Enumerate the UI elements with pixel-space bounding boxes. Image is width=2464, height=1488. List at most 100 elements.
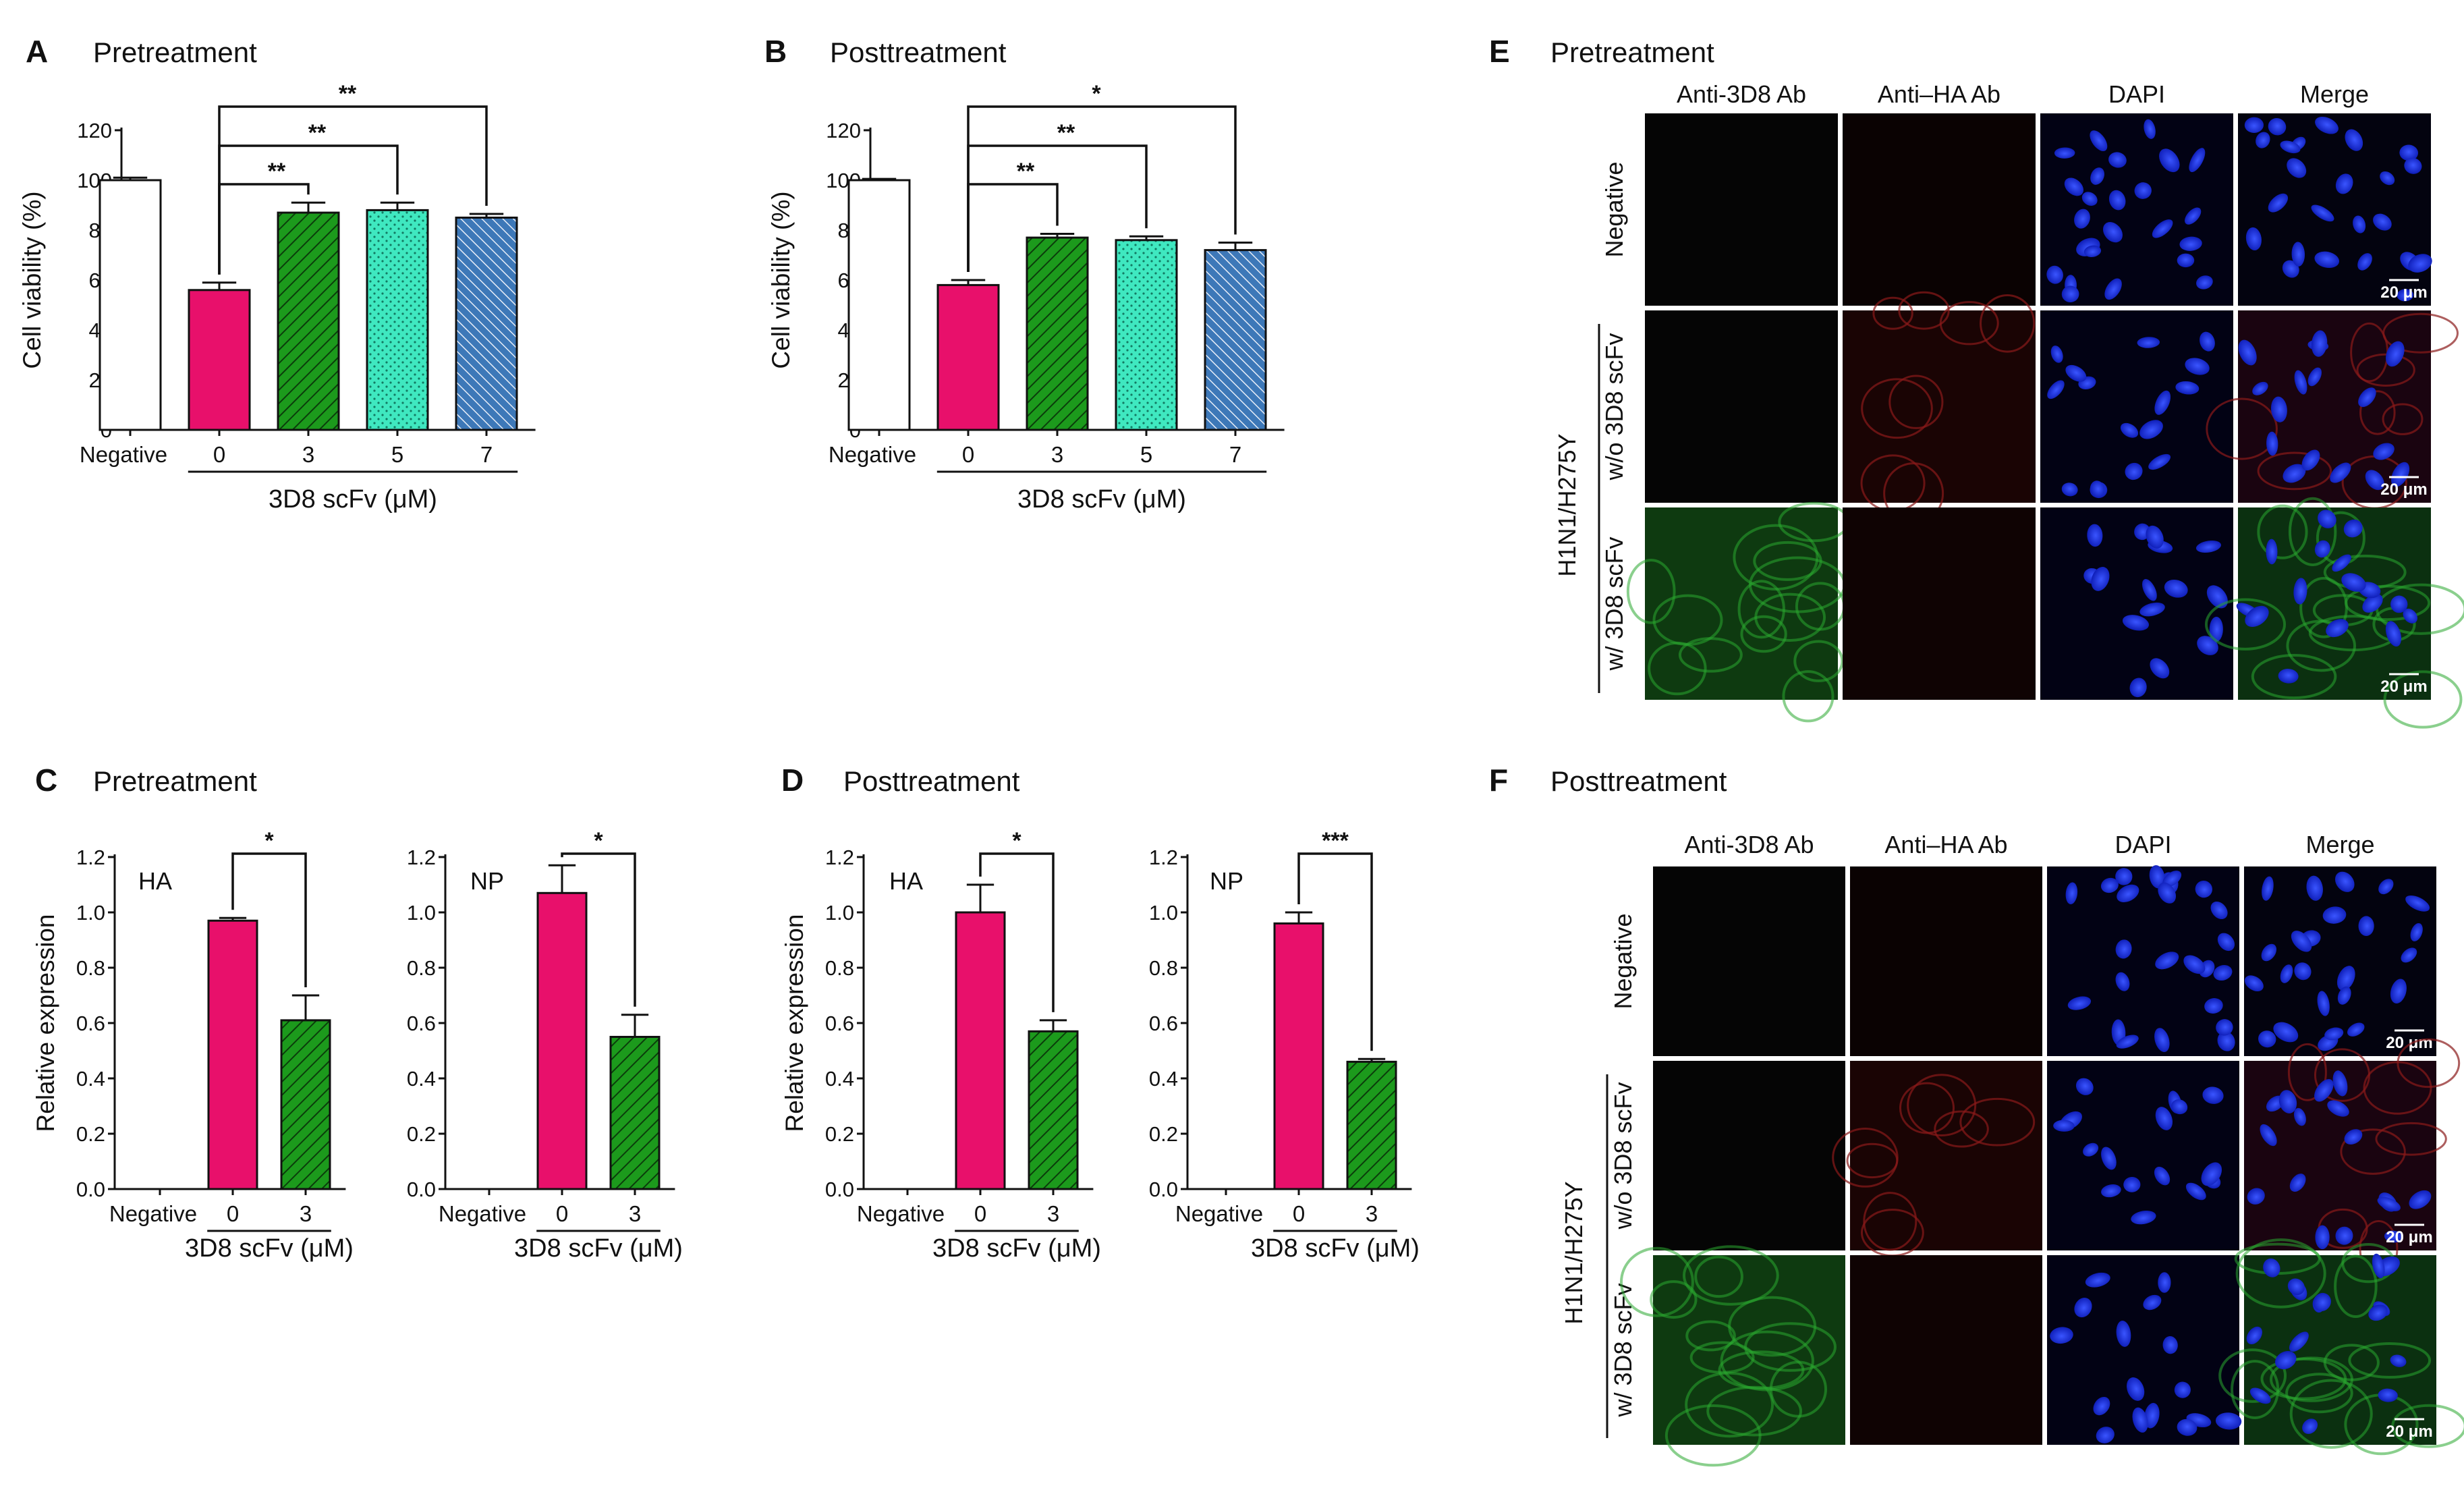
nucleus [2087, 524, 2103, 547]
panel-title: Posttreatment [1550, 765, 1727, 797]
nucleus [2282, 260, 2299, 278]
nucleus [2162, 1336, 2178, 1354]
significance-label: * [1092, 81, 1101, 107]
panel-C-heading: C Pretreatment [35, 763, 257, 798]
y-tick-label: 0.6 [1149, 1012, 1178, 1035]
nucleus [2204, 998, 2223, 1014]
column-label: Anti–HA Ab [1878, 80, 2000, 108]
nucleus [2175, 381, 2200, 395]
nucleus [2275, 1351, 2297, 1370]
nucleus [2283, 464, 2306, 483]
x-axis-label: 3D8 scFv (μM) [185, 1234, 354, 1263]
inset-label: NP [1210, 867, 1243, 895]
nucleus [2306, 875, 2323, 901]
y-tick-label: 120 [77, 119, 112, 142]
nucleus [2137, 337, 2160, 348]
nucleus [2268, 193, 2289, 213]
y-tick-label: 0.2 [76, 1122, 105, 1146]
scale-bar-label: 20 μm [2380, 480, 2427, 499]
y-axis-label: Relative expression [32, 914, 59, 1132]
green-signal [1619, 1246, 1694, 1317]
nucleus [2341, 573, 2366, 592]
nucleus [2311, 330, 2328, 357]
nucleus [2244, 975, 2264, 992]
category-label: 0 [974, 1201, 986, 1226]
micrograph-tile [1645, 113, 1838, 306]
nucleus [2326, 619, 2349, 638]
nucleus [2266, 539, 2278, 565]
significance-label: * [1012, 828, 1021, 854]
nucleus [2260, 1124, 2277, 1147]
nucleus [2266, 431, 2278, 456]
nucleus [2397, 289, 2414, 302]
y-tick-label: 1.2 [76, 846, 105, 869]
column-label: Anti-3D8 Ab [1684, 831, 1814, 858]
y-axis-label: Cell viability (%) [18, 191, 46, 368]
green-signal [1664, 1404, 1762, 1467]
micrograph-tile [2244, 1255, 2436, 1445]
micrograph-tile [2040, 507, 2233, 700]
nucleus [2123, 1176, 2141, 1192]
red-signal [1872, 296, 1913, 330]
category-label: 7 [1229, 442, 1241, 467]
nucleus [2197, 636, 2218, 655]
green-signal [1728, 1296, 1817, 1357]
nucleus [2047, 380, 2065, 399]
green-signal [1682, 1245, 1779, 1306]
nucleus [2293, 578, 2307, 605]
column-label: DAPI [2115, 831, 2171, 858]
bar-A-7 [455, 217, 518, 431]
bar-A-3 [277, 211, 340, 431]
nucleus [2195, 541, 2221, 553]
nucleus [2154, 1028, 2170, 1052]
bar-D-NP-0 [1273, 922, 1324, 1190]
nucleus [2390, 595, 2408, 613]
panel-letter: F [1489, 763, 1508, 798]
nucleus [2270, 396, 2287, 422]
category-label: 3 [629, 1201, 641, 1226]
nucleus [2050, 1327, 2073, 1344]
nucleus [2053, 1120, 2075, 1132]
nucleus [2238, 339, 2257, 366]
nucleus [2399, 144, 2419, 161]
red-signal [1959, 1097, 2036, 1147]
nucleus [2278, 669, 2299, 684]
nucleus [2378, 879, 2394, 895]
column-label: Anti–HA Ab [1884, 831, 2007, 858]
nucleus [2362, 594, 2383, 613]
group-label: H1N1/H275Y [1553, 433, 1581, 576]
micrograph-tile [2040, 113, 2233, 306]
chart-relative-expression-post-ha: 0.0 0.2 0.4 0.6 0.8 1.0 1.2 Relative expression… [781, 828, 1101, 1263]
micrograph-tile [1843, 507, 2036, 700]
panel-letter: A [26, 34, 48, 69]
nucleus [2050, 346, 2063, 363]
y-tick-label: 120 [826, 119, 861, 142]
nucleus [2291, 931, 2312, 952]
y-tick-label: 0.4 [76, 1067, 105, 1091]
panel-title: Posttreatment [843, 765, 1020, 797]
nucleus [2120, 422, 2139, 438]
nucleus [2384, 1230, 2403, 1243]
nucleus [2091, 567, 2110, 591]
nucleus [2217, 933, 2235, 952]
column-label: DAPI [2108, 80, 2165, 108]
panel-letter: C [35, 763, 57, 798]
red-signal [1899, 1082, 1955, 1134]
nucleus [2410, 922, 2423, 941]
nucleus [2195, 880, 2213, 898]
nucleus [2129, 678, 2147, 698]
nucleus [2171, 1099, 2188, 1115]
nucleus [2294, 962, 2312, 981]
nucleus [2335, 173, 2353, 194]
nucleus [2213, 964, 2233, 981]
nucleus [2177, 1418, 2197, 1436]
nucleus [2409, 1190, 2432, 1209]
red-signal [2340, 1128, 2406, 1175]
nucleus [2332, 554, 2351, 572]
y-tick-label: 1.2 [825, 846, 854, 869]
nucleus [2357, 253, 2372, 271]
chart-relative-expression-pre-ha: 0.0 0.2 0.4 0.6 0.8 1.0 1.2 Relative expression… [32, 828, 354, 1263]
bar-D-NP-3 [1346, 1060, 1397, 1190]
nucleus [2314, 251, 2340, 269]
green-signal [1782, 670, 1835, 723]
